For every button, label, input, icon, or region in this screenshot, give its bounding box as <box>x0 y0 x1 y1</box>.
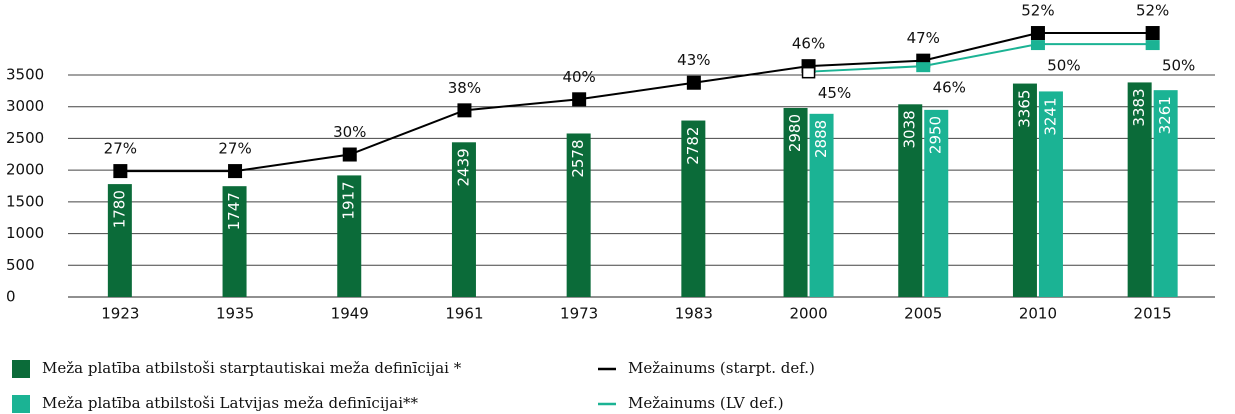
y-tick-label: 1500 <box>6 192 44 210</box>
bar-value-label: 2888 <box>812 120 830 158</box>
x-tick-label: 1923 <box>101 305 139 323</box>
y-tick-label: 3500 <box>6 66 44 84</box>
bar <box>566 133 591 297</box>
line-value-label: 46% <box>792 35 825 53</box>
bar-value-label: 2950 <box>927 116 945 154</box>
line-marker <box>686 75 701 90</box>
line-marker <box>342 147 357 162</box>
x-tick-label: 2000 <box>789 305 827 323</box>
line-series <box>808 43 1153 73</box>
line-marker <box>1145 26 1160 41</box>
x-tick-label: 2005 <box>904 305 942 323</box>
line-value-label: 50% <box>1162 57 1195 75</box>
x-tick-label: 2015 <box>1134 305 1172 323</box>
line-value-label: 46% <box>933 79 966 97</box>
bar-value-label: 3038 <box>901 110 919 148</box>
line-value-label: 50% <box>1047 57 1080 75</box>
line-value-label: 27% <box>218 140 251 158</box>
y-tick-label: 1000 <box>6 224 44 242</box>
legend-label: Mežainums (starpt. def.) <box>628 359 815 377</box>
x-tick-label: 1935 <box>216 305 254 323</box>
x-tick-label: 1973 <box>560 305 598 323</box>
bar <box>783 107 808 298</box>
line-series <box>120 32 1153 173</box>
bar <box>1127 82 1152 297</box>
line-marker <box>801 66 816 79</box>
y-tick-label: 3000 <box>6 97 44 115</box>
line-marker <box>1030 26 1045 41</box>
y-tick-label: 500 <box>6 256 35 274</box>
bar-value-label: 1917 <box>340 181 358 219</box>
bar-value-label: 1780 <box>110 190 128 228</box>
x-tick-label: 2010 <box>1019 305 1057 323</box>
bar-value-label: 2439 <box>454 148 472 186</box>
legend-swatch <box>12 360 30 378</box>
y-tick-label: 2000 <box>6 161 44 179</box>
line-marker <box>916 62 931 73</box>
x-tick-label: 1949 <box>331 305 369 323</box>
bar <box>337 175 362 297</box>
bar <box>222 186 247 297</box>
line-value-label: 40% <box>562 68 595 86</box>
x-tick-label: 1961 <box>445 305 483 323</box>
bar-value-label: 2980 <box>786 114 804 152</box>
bar <box>809 113 834 297</box>
line-marker <box>1145 40 1160 51</box>
legend-swatch <box>12 395 30 413</box>
line-value-label: 27% <box>104 140 137 158</box>
y-tick-label: 2500 <box>6 129 44 147</box>
legend-label: Meža platība atbilstoši starptautiskai m… <box>42 359 462 377</box>
line-value-label: 30% <box>333 123 366 141</box>
line-marker <box>228 164 243 179</box>
bar <box>107 184 132 297</box>
line-marker <box>113 164 128 179</box>
bar-value-label: 3241 <box>1041 97 1059 135</box>
bar <box>1153 90 1178 298</box>
y-tick-label: 0 <box>6 288 16 306</box>
line-value-label: 52% <box>1021 2 1054 20</box>
line-marker <box>1030 40 1045 51</box>
line-value-label: 45% <box>818 84 851 102</box>
legend-label: Mežainums (LV def.) <box>628 394 784 412</box>
bar-value-label: 3365 <box>1015 90 1033 128</box>
bar <box>681 120 706 297</box>
bar-value-label: 3383 <box>1130 88 1148 126</box>
line-value-label: 52% <box>1136 2 1169 20</box>
legend-label: Meža platība atbilstoši Latvijas meža de… <box>42 394 419 412</box>
line-value-label: 43% <box>677 51 710 69</box>
line-marker <box>457 103 472 118</box>
line-value-label: 38% <box>448 79 481 97</box>
bar-value-label: 2782 <box>684 127 702 165</box>
bar-value-label: 3261 <box>1156 96 1174 134</box>
line-value-label: 47% <box>907 29 940 47</box>
bar-value-label: 2578 <box>569 139 587 177</box>
bar <box>1012 83 1037 297</box>
bar <box>451 142 476 297</box>
bar <box>1038 91 1063 297</box>
bar <box>924 109 949 297</box>
line-marker <box>572 92 587 107</box>
bar-value-label: 1747 <box>225 192 243 230</box>
bar <box>898 104 923 297</box>
x-tick-label: 1983 <box>675 305 713 323</box>
